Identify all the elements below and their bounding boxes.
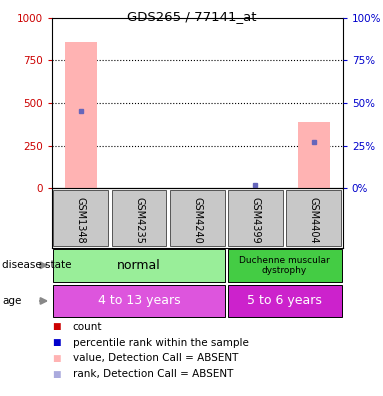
Text: GSM1348: GSM1348 xyxy=(76,197,86,244)
Bar xyxy=(53,285,225,317)
Text: value, Detection Call = ABSENT: value, Detection Call = ABSENT xyxy=(73,353,238,364)
Text: GSM4399: GSM4399 xyxy=(250,197,260,244)
Bar xyxy=(298,122,330,188)
Text: normal: normal xyxy=(117,259,161,272)
Text: ■: ■ xyxy=(52,370,60,379)
Text: GDS265 / 77141_at: GDS265 / 77141_at xyxy=(127,10,256,23)
Bar xyxy=(112,190,166,246)
Bar xyxy=(54,190,108,246)
Text: 5 to 6 years: 5 to 6 years xyxy=(247,295,322,307)
Bar xyxy=(53,249,225,282)
Bar xyxy=(228,285,342,317)
Text: 4 to 13 years: 4 to 13 years xyxy=(98,295,180,307)
Text: ■: ■ xyxy=(52,354,60,363)
Text: Duchenne muscular
dystrophy: Duchenne muscular dystrophy xyxy=(239,256,330,275)
Text: GSM4240: GSM4240 xyxy=(192,197,202,244)
Text: disease state: disease state xyxy=(2,260,71,270)
Text: percentile rank within the sample: percentile rank within the sample xyxy=(73,337,249,348)
Text: rank, Detection Call = ABSENT: rank, Detection Call = ABSENT xyxy=(73,369,233,379)
Text: ■: ■ xyxy=(52,338,60,347)
Text: ■: ■ xyxy=(52,322,60,331)
Bar xyxy=(65,42,97,188)
Text: count: count xyxy=(73,322,102,332)
Text: GSM4235: GSM4235 xyxy=(134,197,144,244)
Text: GSM4404: GSM4404 xyxy=(309,197,319,244)
Bar xyxy=(286,190,341,246)
Bar xyxy=(228,249,342,282)
Bar xyxy=(170,190,224,246)
Text: age: age xyxy=(2,296,21,306)
Bar xyxy=(228,190,283,246)
